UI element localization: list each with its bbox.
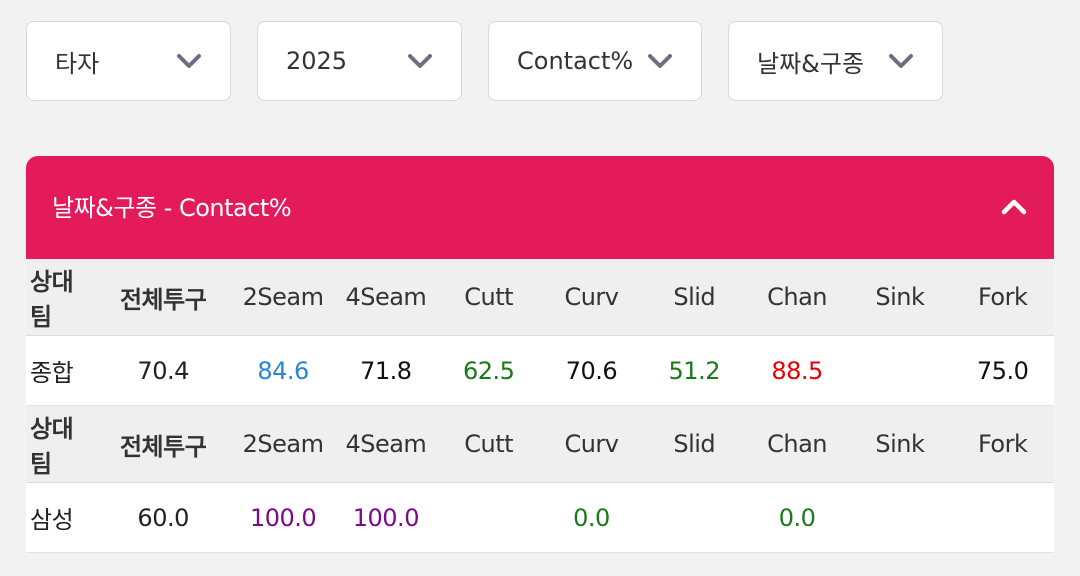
row-total: 60.0 [137, 503, 189, 532]
value-cell: 100.0 [352, 503, 420, 532]
dropdown-label: 2025 [286, 47, 348, 75]
col-header-curv: Curv [564, 283, 619, 311]
value-cell: 88.5 [771, 356, 823, 385]
col-header-chan: Chan [767, 430, 827, 458]
col-header-4seam: 4Seam [345, 430, 427, 458]
col-header-total: 전체투구 [119, 285, 207, 314]
col-header-slid: Slid [673, 430, 716, 458]
col-header-2seam: 2Seam [242, 283, 324, 311]
value-cell: 62.5 [462, 356, 515, 385]
row-team: 삼성 [30, 506, 74, 534]
col-header-cutt: Cutt [464, 283, 514, 311]
value-cell: 75.0 [976, 356, 1029, 385]
col-header-fork: Fork [977, 430, 1028, 458]
chevron-up-icon[interactable] [1000, 196, 1028, 216]
table-header-row: 상대팀 전체투구 2Seam 4Seam Cutt Curv Slid Chan… [26, 259, 1054, 336]
table-row: 종합 70.4 84.6 71.8 62.5 70.6 51.2 88.5 75… [26, 336, 1054, 406]
row-team: 종합 [30, 359, 74, 387]
col-header-team: 상대팀 [30, 415, 74, 478]
chevron-down-icon [177, 54, 201, 68]
panel-title: 날짜&구종 - Contact% [52, 194, 292, 222]
col-header-2seam: 2Seam [242, 430, 324, 458]
col-header-sink: Sink [875, 283, 925, 311]
panel-header[interactable]: 날짜&구종 - Contact% [26, 156, 1054, 259]
value-cell: 71.8 [360, 356, 412, 385]
dropdown-player-type[interactable]: 타자 [26, 21, 231, 101]
value-cell: 0.0 [778, 503, 816, 532]
col-header-cutt: Cutt [464, 430, 514, 458]
chevron-down-icon [889, 54, 913, 68]
col-header-total: 전체투구 [119, 432, 207, 461]
col-header-4seam: 4Seam [345, 283, 427, 311]
chevron-down-icon [648, 54, 672, 68]
table-row: 삼성 60.0 100.0 100.0 0.0 0.0 [26, 483, 1054, 553]
value-cell: 70.6 [565, 356, 618, 385]
value-cell: 100.0 [249, 503, 317, 532]
row-total: 70.4 [137, 356, 189, 385]
stats-panel: 날짜&구종 - Contact% 상대팀 전체투구 2Seam 4Seam Cu… [26, 156, 1054, 576]
dropdown-label: Contact% [517, 47, 634, 75]
value-cell: 84.6 [257, 356, 309, 385]
dropdown-label: 타자 [55, 49, 100, 78]
col-header-sink: Sink [875, 430, 925, 458]
value-cell: 51.2 [668, 356, 721, 385]
dropdown-year[interactable]: 2025 [257, 21, 462, 101]
table-header-row: 상대팀 전체투구 2Seam 4Seam Cutt Curv Slid Chan… [26, 406, 1054, 483]
dropdown-stat[interactable]: Contact% [488, 21, 702, 101]
col-header-chan: Chan [767, 283, 827, 311]
col-header-fork: Fork [977, 283, 1028, 311]
col-header-team: 상대팀 [30, 268, 74, 331]
dropdown-split[interactable]: 날짜&구종 [728, 21, 943, 101]
dropdown-label: 날짜&구종 [757, 49, 865, 78]
chevron-down-icon [408, 54, 432, 68]
col-header-curv: Curv [564, 430, 619, 458]
value-cell: 0.0 [573, 503, 610, 532]
stats-table: 상대팀 전체투구 2Seam 4Seam Cutt Curv Slid Chan… [26, 259, 1054, 553]
col-header-slid: Slid [673, 283, 716, 311]
